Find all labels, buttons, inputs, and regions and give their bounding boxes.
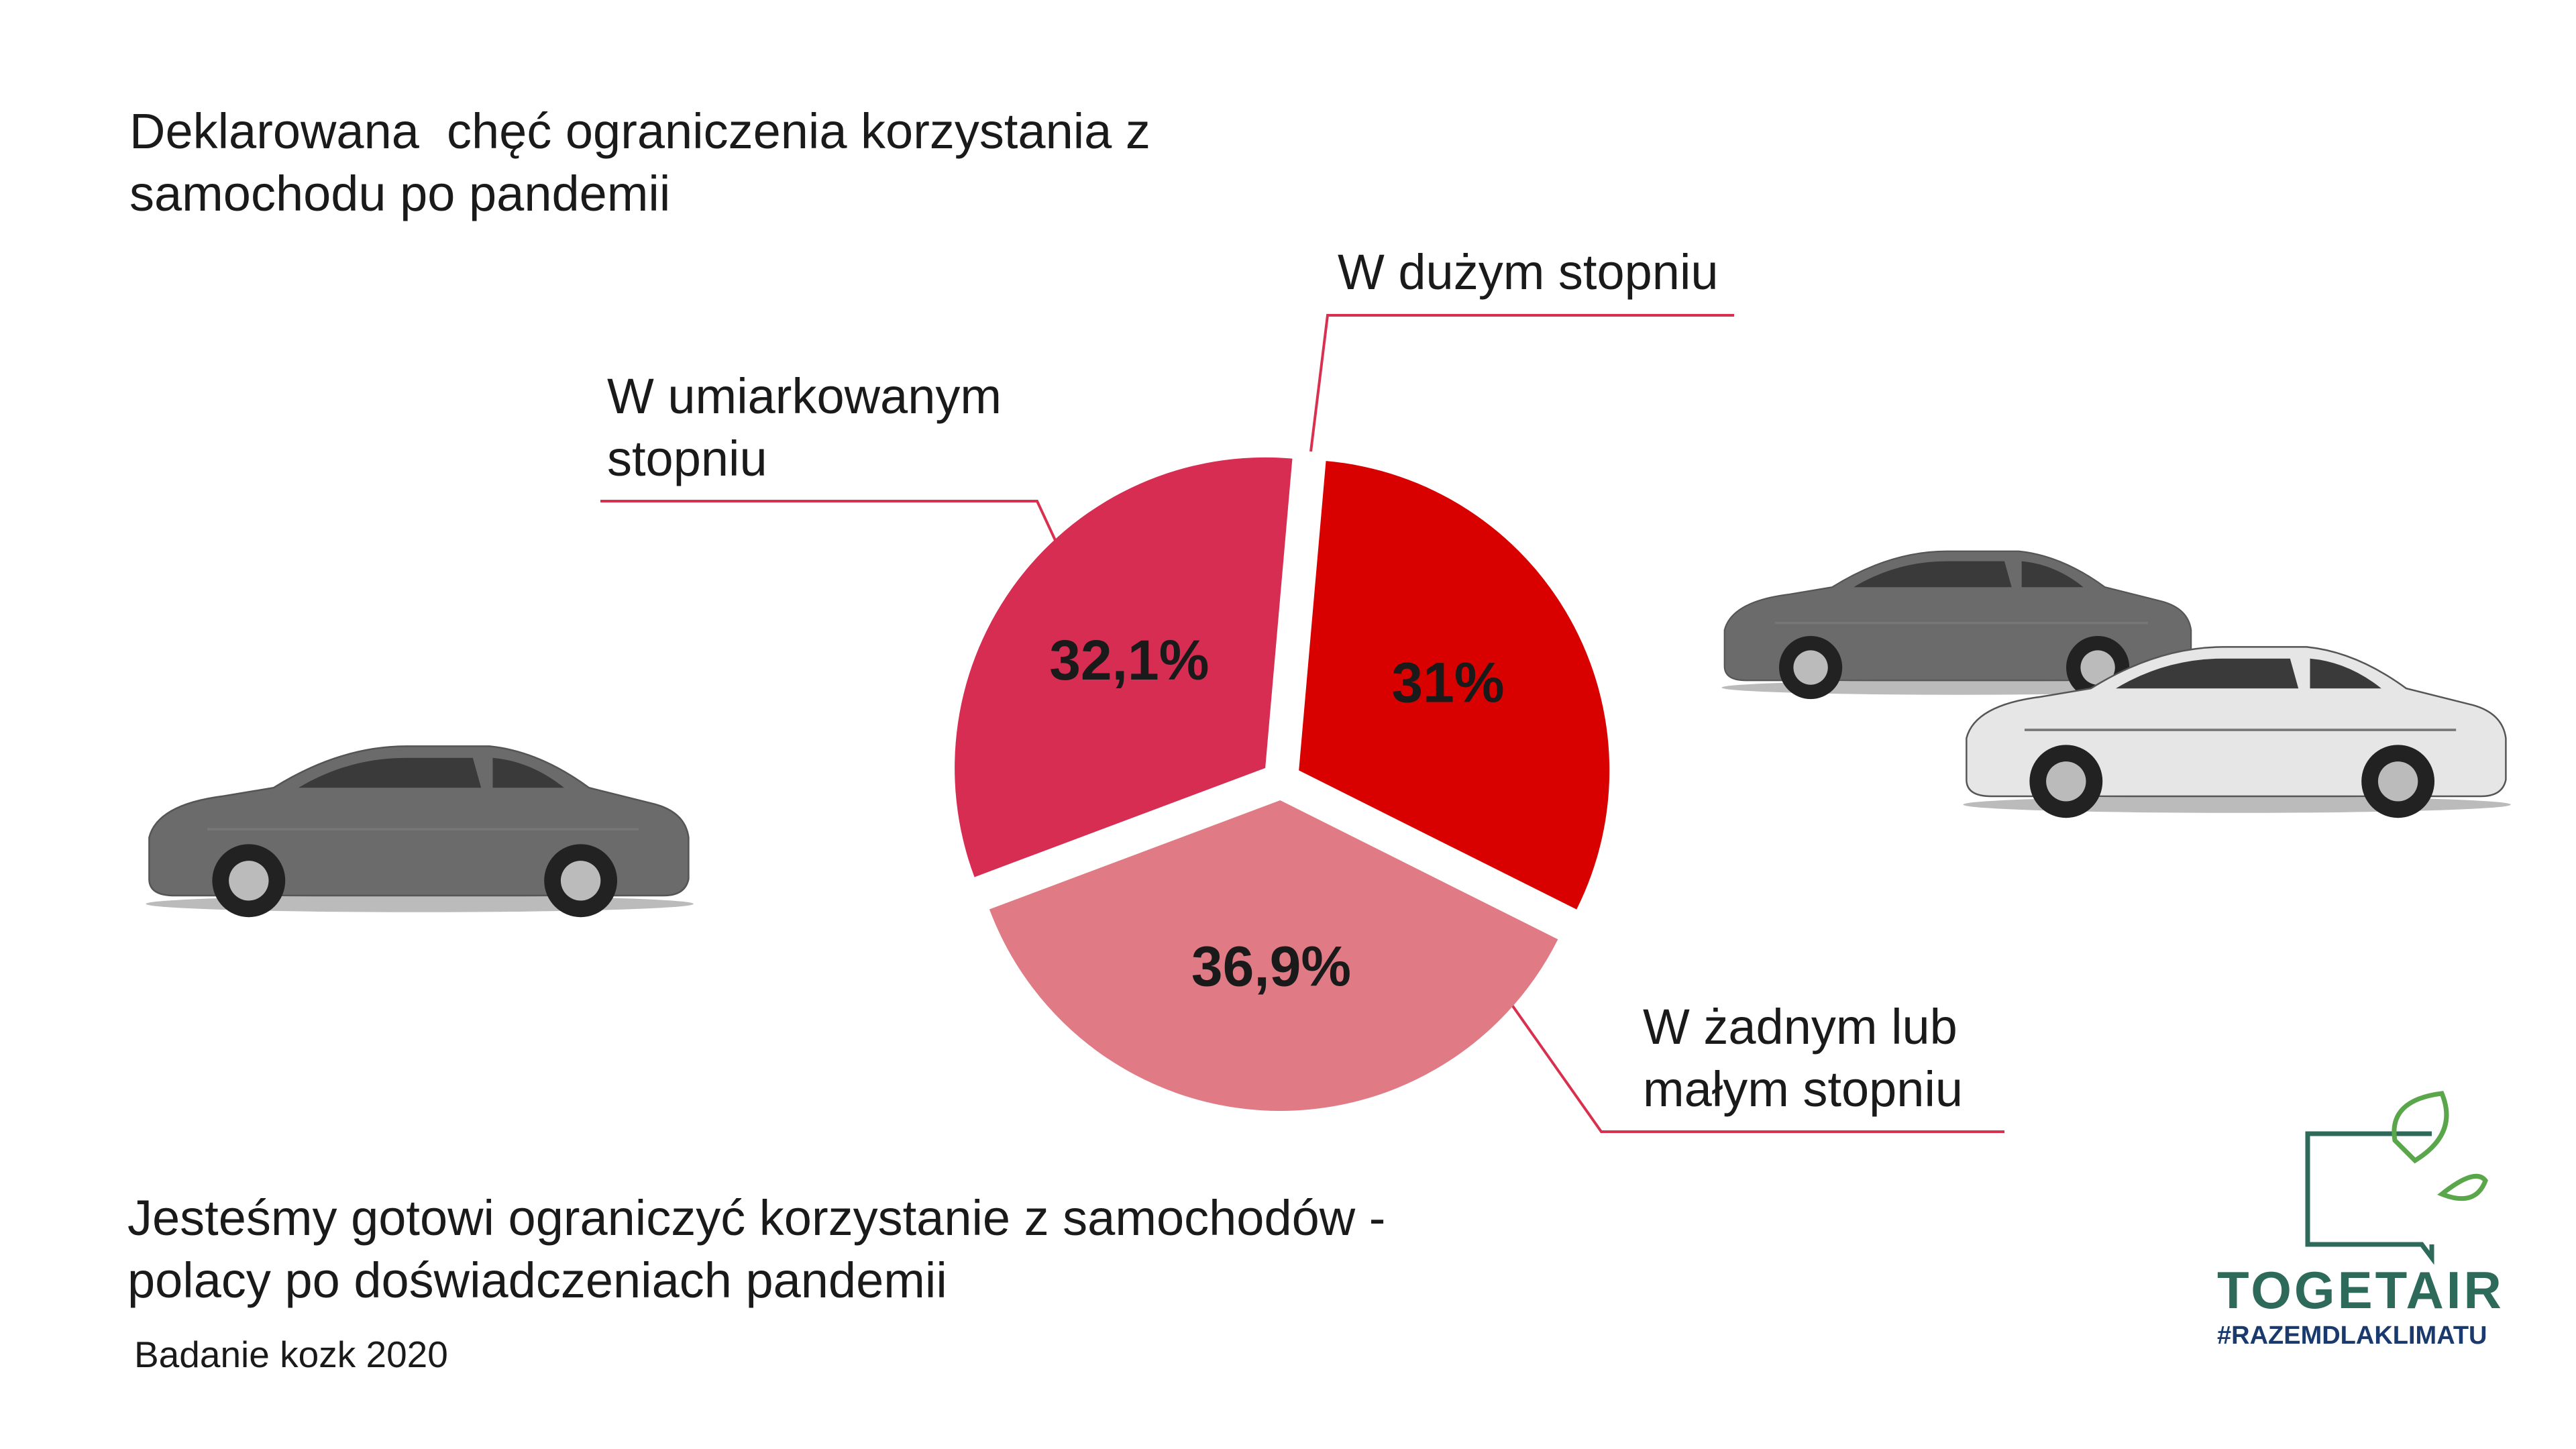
leader-line [600,500,1060,548]
logo-name: TOGETAIR [2217,1260,2504,1320]
logo-icon [2305,1091,2488,1265]
car-illustration [144,745,695,919]
value-label: 36,9% [1191,934,1351,998]
logo-tagline: #RAZEMDLAKLIMATU [2217,1322,2487,1350]
slice-label: W żadnym lub małym stopniu [1643,999,1964,1117]
source: Badanie kozk 2020 [134,1334,448,1375]
leader-line [1493,978,2004,1133]
subtitle: Jesteśmy gotowi ograniczyć korzystanie z… [127,1190,1386,1308]
leader-lines [600,314,2004,1133]
slice-label: W dużym stopniu [1338,244,1719,300]
value-label: 32,1% [1049,629,1209,692]
pie-slice [955,457,1293,877]
value-label: 31% [1391,651,1504,714]
title: Deklarowana chęć ograniczenia korzystani… [129,103,1165,221]
leader-line [1309,314,1734,452]
pie-slice [989,800,1558,1111]
pie-slice [1299,461,1610,910]
slice-label: W umiarkowanym stopniu [607,368,1002,486]
